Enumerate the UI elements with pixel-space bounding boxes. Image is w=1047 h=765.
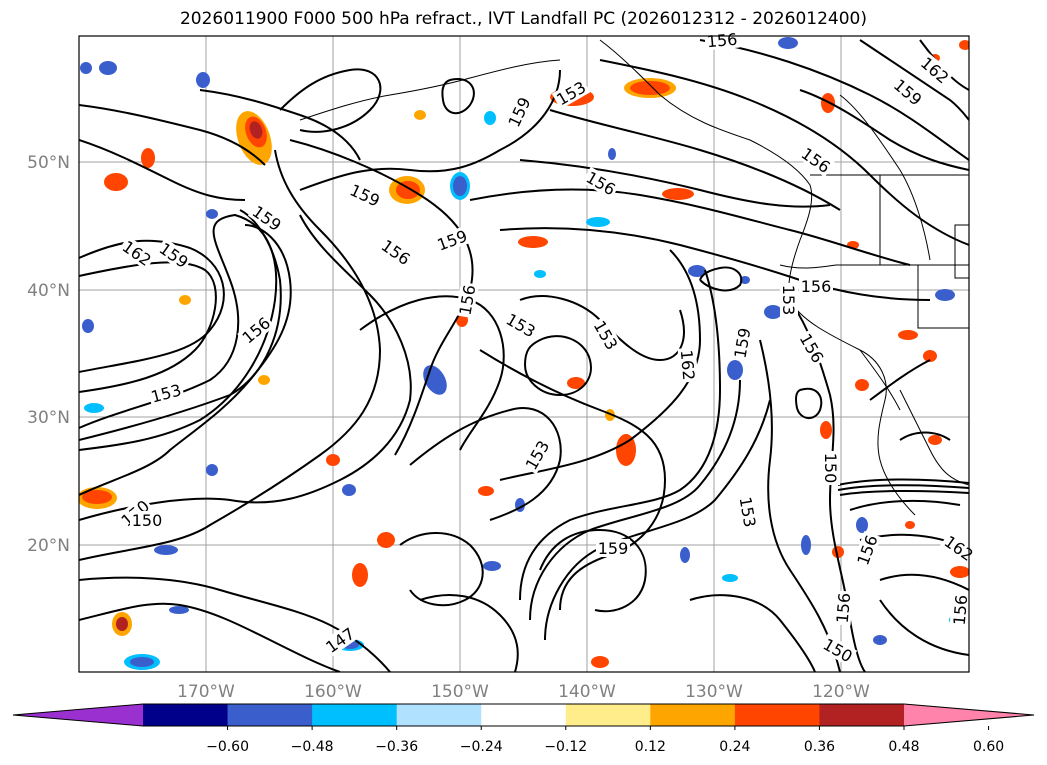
contour-label: 156 [799,277,833,296]
contour-label-text: 156 [706,30,738,52]
colorbar-segment [565,704,651,726]
colorbar-tick-label: 0.12 [635,739,666,755]
lon-label: 140°W [558,682,616,702]
colorbar-segment [396,704,482,726]
colorbar-extend-low [13,704,143,726]
colorbar-segment [819,704,905,726]
lat-label: 40°N [27,281,70,301]
contour-label-text: 156 [833,592,855,624]
lat-label: 50°N [27,153,70,173]
colorbar-tick-label: −0.12 [544,739,587,755]
colorbar-tick-label: −0.36 [375,739,418,755]
contour-label: 162 [677,347,699,383]
colorbar-tick-label: 0.36 [804,739,835,755]
contour-label: 147 [320,622,360,658]
contour-label-text: 159 [598,539,629,558]
contour-label: 150 [821,451,840,485]
colorbar-tick-label: −0.24 [460,739,503,755]
contour-label: 159 [596,539,630,558]
contour-label-text: 150 [821,453,840,484]
colorbar-segment [312,704,398,726]
contour-label: 150 [130,511,164,530]
lat-label: 20°N [27,536,70,556]
map-border [78,35,970,673]
map-area [79,36,969,672]
colorbar-segment [650,704,736,726]
contour-label: 156 [704,29,740,52]
colorbar-tick-label: 0.24 [719,739,750,755]
map-title: 2026011900 F000 500 hPa refract., IVT La… [179,9,867,29]
coastlines [299,39,969,516]
contour-label: 156 [832,590,855,626]
graticule [79,36,969,672]
contour-label-text: 162 [677,349,699,381]
lat-label: 30°N [27,408,70,428]
contour-label: 153 [147,379,185,407]
contour-label-text: 156 [950,594,972,626]
lon-label: 160°W [304,682,362,702]
contour-label: 153 [779,283,798,317]
colorbar: −0.60 −0.48 −0.36 −0.24 −0.12 0.12 0.24 0.36 0.4… [12,703,1035,755]
contour-label: 156 [949,592,972,628]
lon-label: 150°W [431,682,489,702]
lon-label: 120°W [812,682,870,702]
colorbar-outline [12,703,1035,727]
contour-labels: 1621591591561531501471591561591561531561… [116,29,979,666]
lon-label: 130°W [685,682,743,702]
colorbar-segment [481,704,567,726]
colorbar-tick-label: −0.48 [291,739,334,755]
contour-label-text: 150 [132,511,163,530]
colorbar-segment [734,704,820,726]
colorbar-segment [227,704,313,726]
colorbar-tick-label: −0.60 [206,739,249,755]
contour-label-text: 156 [801,277,832,296]
lon-label: 170°W [177,682,235,702]
contour-label-text: 153 [779,285,798,316]
colorbar-segment [143,704,229,726]
colorbar-tick-label: 0.48 [888,739,919,755]
colorbar-extend-high [904,704,1034,726]
longitude-labels: 170°W 160°W 150°W 140°W 130°W 120°W [177,682,870,702]
latitude-labels: 50°N 40°N 30°N 20°N [27,153,70,556]
colorbar-tick-label: 0.60 [973,739,1004,755]
